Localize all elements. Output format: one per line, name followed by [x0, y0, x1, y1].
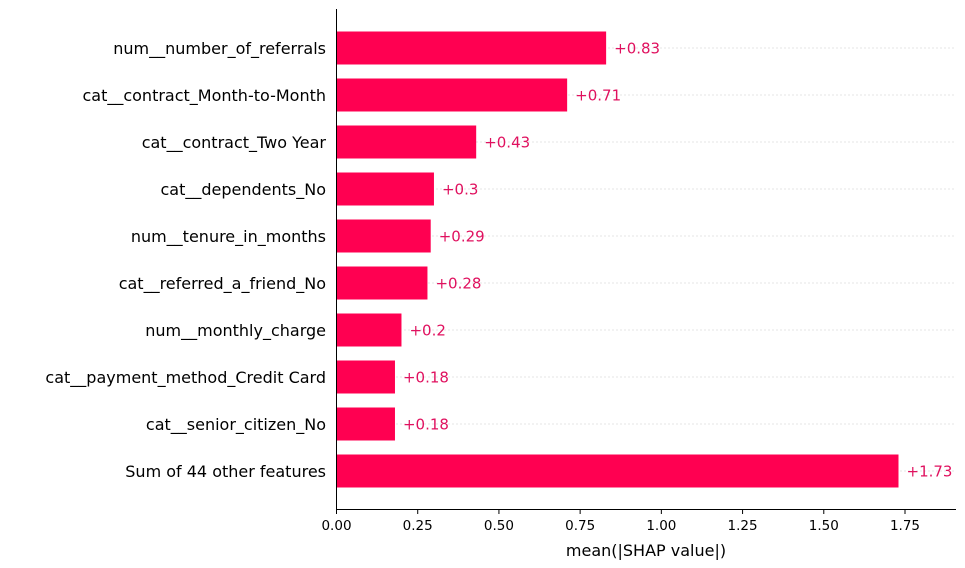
feature-label: cat__contract_Month-to-Month — [82, 86, 326, 106]
value-label: +0.71 — [575, 87, 621, 105]
value-label: +0.18 — [403, 369, 449, 387]
value-label: +1.73 — [907, 463, 953, 481]
x-tick-label: 0.00 — [321, 518, 351, 534]
feature-label: num__tenure_in_months — [131, 227, 326, 247]
value-label: +0.83 — [614, 40, 660, 58]
bar — [336, 454, 899, 488]
value-label: +0.28 — [435, 275, 481, 293]
feature-label: cat__senior_citizen_No — [146, 415, 326, 435]
value-labels: +0.83 +0.71 +0.43 +0.3 +0.29 +0.28 +0.2 +0.18 +0… — [403, 40, 952, 481]
value-label: +0.43 — [484, 134, 530, 152]
value-label: +0.29 — [439, 228, 485, 246]
x-tick-label: 1.25 — [728, 518, 758, 534]
x-tick-label: 0.75 — [565, 518, 595, 534]
feature-labels: num__number_of_referrals cat__contract_Mo… — [45, 39, 326, 481]
feature-label: Sum of 44 other features — [125, 462, 326, 481]
feature-label: num__monthly_charge — [145, 321, 326, 341]
value-label: +0.18 — [403, 416, 449, 434]
bar — [336, 125, 477, 159]
bars — [336, 31, 899, 488]
bar — [336, 360, 395, 394]
x-tick-label: 1.00 — [646, 518, 676, 534]
x-tick-label: 0.50 — [484, 518, 514, 534]
feature-label: cat__contract_Two Year — [142, 133, 327, 153]
x-tick-label: 1.75 — [890, 518, 920, 534]
feature-label: num__number_of_referrals — [113, 39, 326, 59]
x-tick-label: 1.50 — [809, 518, 839, 534]
bar — [336, 31, 607, 65]
feature-label: cat__payment_method_Credit Card — [45, 368, 326, 388]
value-label: +0.3 — [442, 181, 478, 199]
bar — [336, 266, 428, 300]
x-axis-ticks: 0.00 0.25 0.50 0.75 1.00 1.25 1.50 1.75 — [321, 509, 920, 534]
feature-label: cat__dependents_No — [160, 180, 326, 200]
value-label: +0.2 — [409, 322, 445, 340]
bar — [336, 172, 434, 206]
feature-label: cat__referred_a_friend_No — [119, 274, 326, 294]
bar — [336, 219, 431, 253]
bar — [336, 78, 568, 112]
bar — [336, 407, 395, 441]
axes — [336, 9, 956, 510]
bar — [336, 313, 402, 347]
x-tick-label: 0.25 — [403, 518, 433, 534]
x-axis-title: mean(|SHAP value|) — [566, 541, 726, 560]
